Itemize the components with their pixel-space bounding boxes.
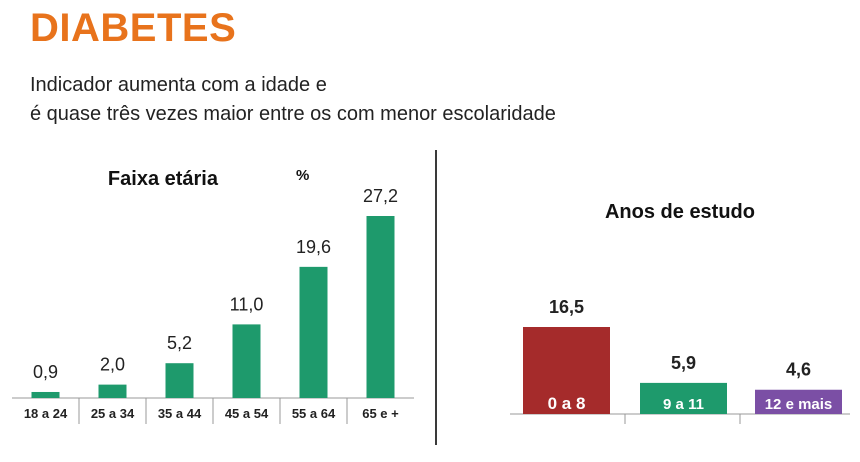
chart1-value-label: 27,2 xyxy=(363,186,398,206)
chart2-value-label: 5,9 xyxy=(671,353,696,373)
chart-divider xyxy=(435,150,437,445)
chart1-value-label: 0,9 xyxy=(33,362,58,382)
chart1-value-label: 2,0 xyxy=(100,355,125,375)
chart1-title: Faixa etária xyxy=(108,168,219,190)
chart1-category-label: 25 a 34 xyxy=(91,406,135,421)
chart1-category-label: 35 a 44 xyxy=(158,406,202,421)
subtitle-line-2: é quase três vezes maior entre os com me… xyxy=(30,103,556,125)
chart1-bar xyxy=(31,391,60,398)
chart2-category-label: 9 a 11 xyxy=(663,396,704,413)
chart1-bar xyxy=(98,384,127,398)
chart2-bar xyxy=(755,389,842,414)
chart1-unit: % xyxy=(296,167,309,184)
chart2-bar xyxy=(523,327,610,414)
subtitle-line-1: Indicador aumenta com a idade e xyxy=(30,74,327,96)
chart1-bar xyxy=(165,363,194,398)
chart1-category-label: 18 a 24 xyxy=(24,406,68,421)
page-title: DIABETES xyxy=(30,6,237,50)
chart2-category-label: 0 a 8 xyxy=(548,394,586,413)
chart1-value-label: 11,0 xyxy=(230,294,264,314)
chart2-bar xyxy=(640,382,727,414)
chart1-value-label: 19,6 xyxy=(296,237,331,257)
chart2-category-label: 12 e mais xyxy=(765,396,833,413)
chart1-bar xyxy=(299,266,328,398)
chart1-category-label: 45 a 54 xyxy=(225,406,269,421)
chart1-category-label: 55 a 64 xyxy=(292,406,336,421)
chart1-bar xyxy=(232,324,261,398)
chart1-bar xyxy=(366,216,395,398)
chart2-value-label: 4,6 xyxy=(786,360,811,380)
chart2-title: Anos de estudo xyxy=(605,201,755,223)
chart2-value-label: 16,5 xyxy=(549,297,584,317)
chart1-value-label: 5,2 xyxy=(167,333,192,353)
chart1-category-label: 65 e + xyxy=(362,406,399,421)
